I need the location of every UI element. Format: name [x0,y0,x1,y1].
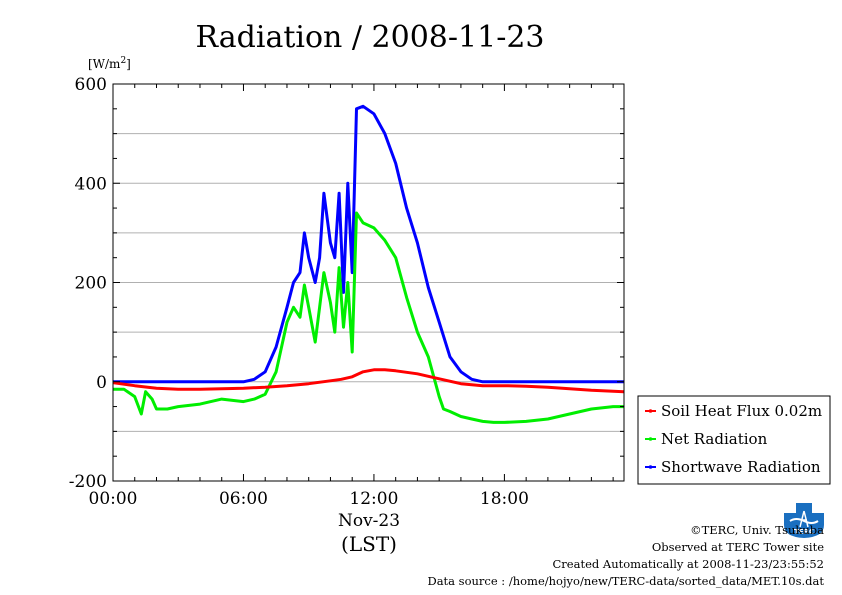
footer-copyright: ©TERC, Univ. Tsukuba [690,523,824,537]
legend-marker [648,465,653,469]
x-tick-label: 00:00 [89,489,138,509]
y-tick-label: 200 [75,274,107,294]
y-axis-label: [W/m2] [88,56,131,71]
y-tick-label: 600 [75,75,107,95]
y-tick-labels: -200 0 200 400 600 [69,75,107,492]
legend-label: Soil Heat Flux 0.02m [661,402,822,420]
y-axis-label-base: [W/m [88,57,121,71]
x-tick-label: 06:00 [219,489,268,509]
chart-title: Radiation / 2008-11-23 [195,20,544,55]
logo-top-box [796,503,812,513]
y-tick-label: 0 [96,373,107,393]
footer-source: Data source : /home/hojyo/new/TERC-data/… [427,574,824,588]
footer-created: Created Automatically at 2008-11-23/23:5… [552,557,825,571]
y-tick-label: -200 [69,472,107,492]
logo-text: TERC [794,528,814,536]
terc-logo: TERC [784,503,824,538]
x-tick-label: 18:00 [480,489,529,509]
x-axis-timezone-label: (LST) [341,532,397,556]
axis-ticks [112,83,624,482]
x-axis-date-label: Nov-23 [338,511,400,531]
logo-wave-icon [789,518,819,524]
series-layer [112,104,625,424]
footer-observed: Observed at TERC Tower site [651,540,824,554]
y-axis-label-sup: 2 [120,56,126,66]
legend-label: Shortwave Radiation [661,458,821,476]
y-tick-label: 400 [75,174,107,194]
series-line [113,211,624,424]
y-axis-label-end: ] [126,57,131,71]
legend-marker [648,437,653,441]
legend-box [637,395,831,485]
legend-marker [648,409,653,413]
series-line [112,368,625,394]
x-tick-label: 12:00 [349,489,398,509]
logo-tower-icon [799,510,809,528]
x-tick-labels: 00:00 06:00 12:00 18:00 [89,489,529,509]
legend-label: Net Radiation [661,430,768,448]
series-line [113,104,624,384]
legend: Soil Heat Flux 0.02m Net Radiation Shortwa… [637,395,831,485]
